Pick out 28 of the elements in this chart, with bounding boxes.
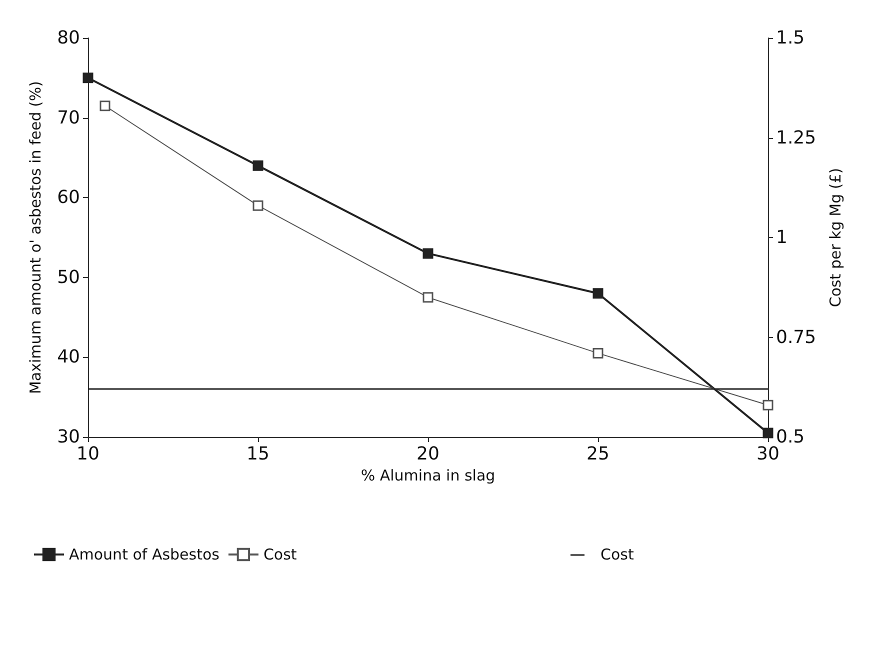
point [252, 160, 264, 171]
legend-label: Cost [600, 546, 634, 564]
point [762, 428, 774, 438]
point [592, 348, 604, 358]
legend-label: Amount of Asbestos [69, 546, 220, 564]
y-tick-label: 60 [57, 187, 80, 208]
y-tick-label: 50 [57, 266, 80, 288]
point [100, 100, 110, 112]
y2-axis-title: Cost per kg Mg (£) [826, 168, 844, 308]
y2-tick-label: 1 [776, 227, 788, 248]
x-tick-label: 20 [416, 444, 440, 464]
x-tick-label: 15 [246, 444, 270, 464]
y2-tick-label: 1.25 [776, 127, 816, 148]
y2-tick-label: 1.5 [776, 28, 805, 48]
point [422, 248, 434, 259]
legend-label: Cost [263, 546, 297, 564]
y2-tick-label: 0.75 [776, 326, 816, 348]
x-tick-label: 25 [586, 444, 610, 464]
point [82, 72, 94, 84]
point [592, 288, 604, 299]
x-axis-title: % Alumina in slag [360, 466, 496, 484]
y-tick-label: 40 [57, 346, 80, 368]
y-tick-label: 80 [57, 28, 80, 48]
point [422, 292, 434, 303]
point [252, 200, 264, 211]
y-tick-label: 70 [57, 107, 80, 128]
point [762, 400, 774, 410]
y-axis-title: Maximum amount o' asbestos in feed (%) [26, 80, 44, 394]
